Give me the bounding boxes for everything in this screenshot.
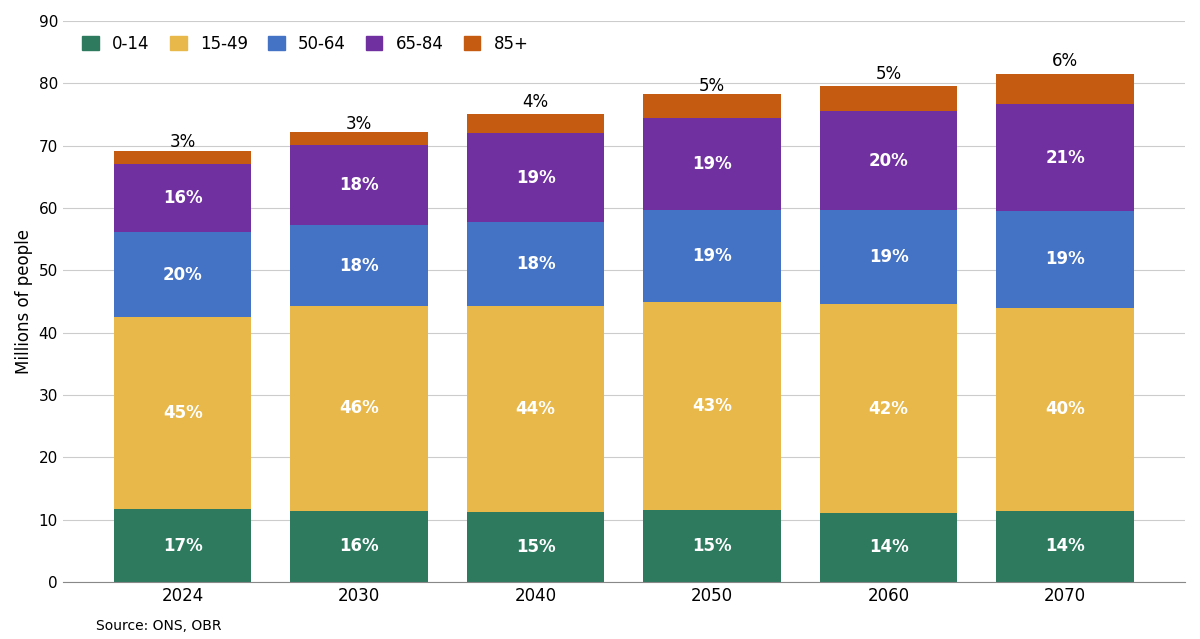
Text: 3%: 3% bbox=[346, 114, 372, 132]
Bar bbox=[996, 211, 1134, 307]
Bar bbox=[467, 222, 605, 306]
Bar bbox=[290, 145, 428, 226]
Bar bbox=[290, 305, 428, 511]
Text: 19%: 19% bbox=[1045, 250, 1085, 268]
Bar bbox=[996, 104, 1134, 211]
Text: 40%: 40% bbox=[1045, 400, 1085, 419]
Text: 6%: 6% bbox=[1052, 52, 1079, 70]
Bar bbox=[290, 226, 428, 305]
Bar bbox=[114, 151, 252, 164]
Bar bbox=[820, 210, 958, 304]
Text: 18%: 18% bbox=[340, 176, 379, 194]
Bar bbox=[290, 511, 428, 582]
Text: 43%: 43% bbox=[692, 397, 732, 415]
Bar bbox=[996, 511, 1134, 582]
Text: 4%: 4% bbox=[522, 93, 548, 111]
Bar bbox=[643, 509, 781, 582]
Bar bbox=[643, 118, 781, 210]
Bar bbox=[643, 94, 781, 118]
Legend: 0-14, 15-49, 50-64, 65-84, 85+: 0-14, 15-49, 50-64, 65-84, 85+ bbox=[83, 35, 528, 53]
Bar bbox=[467, 512, 605, 582]
Bar bbox=[114, 164, 252, 232]
Bar bbox=[467, 114, 605, 133]
Bar bbox=[643, 302, 781, 509]
Text: 45%: 45% bbox=[163, 404, 203, 422]
Bar bbox=[643, 210, 781, 302]
Text: 18%: 18% bbox=[516, 255, 556, 273]
Text: 15%: 15% bbox=[692, 537, 732, 555]
Bar bbox=[114, 232, 252, 317]
Bar bbox=[996, 307, 1134, 511]
Text: 46%: 46% bbox=[340, 399, 379, 417]
Text: 15%: 15% bbox=[516, 538, 556, 556]
Text: 16%: 16% bbox=[340, 537, 379, 555]
Text: 19%: 19% bbox=[869, 249, 908, 266]
Bar bbox=[467, 306, 605, 512]
Bar bbox=[820, 111, 958, 210]
Bar bbox=[820, 86, 958, 111]
Text: 19%: 19% bbox=[692, 247, 732, 265]
Text: 5%: 5% bbox=[700, 77, 725, 95]
Text: 17%: 17% bbox=[163, 537, 203, 555]
Bar bbox=[467, 133, 605, 222]
Bar bbox=[290, 132, 428, 145]
Text: 20%: 20% bbox=[869, 152, 908, 170]
Text: 14%: 14% bbox=[1045, 537, 1085, 555]
Bar bbox=[820, 512, 958, 582]
Text: 20%: 20% bbox=[163, 266, 203, 284]
Bar bbox=[996, 74, 1134, 104]
Text: Source: ONS, OBR: Source: ONS, OBR bbox=[96, 619, 222, 633]
Text: 19%: 19% bbox=[516, 169, 556, 187]
Text: 19%: 19% bbox=[692, 155, 732, 173]
Bar bbox=[114, 509, 252, 582]
Text: 5%: 5% bbox=[876, 65, 901, 82]
Text: 16%: 16% bbox=[163, 189, 203, 206]
Text: 14%: 14% bbox=[869, 538, 908, 557]
Bar bbox=[820, 304, 958, 512]
Text: 3%: 3% bbox=[169, 134, 196, 151]
Text: 18%: 18% bbox=[340, 256, 379, 275]
Text: 21%: 21% bbox=[1045, 149, 1085, 167]
Bar bbox=[114, 317, 252, 509]
Text: 44%: 44% bbox=[516, 400, 556, 418]
Text: 42%: 42% bbox=[869, 399, 908, 417]
Y-axis label: Millions of people: Millions of people bbox=[14, 229, 34, 374]
